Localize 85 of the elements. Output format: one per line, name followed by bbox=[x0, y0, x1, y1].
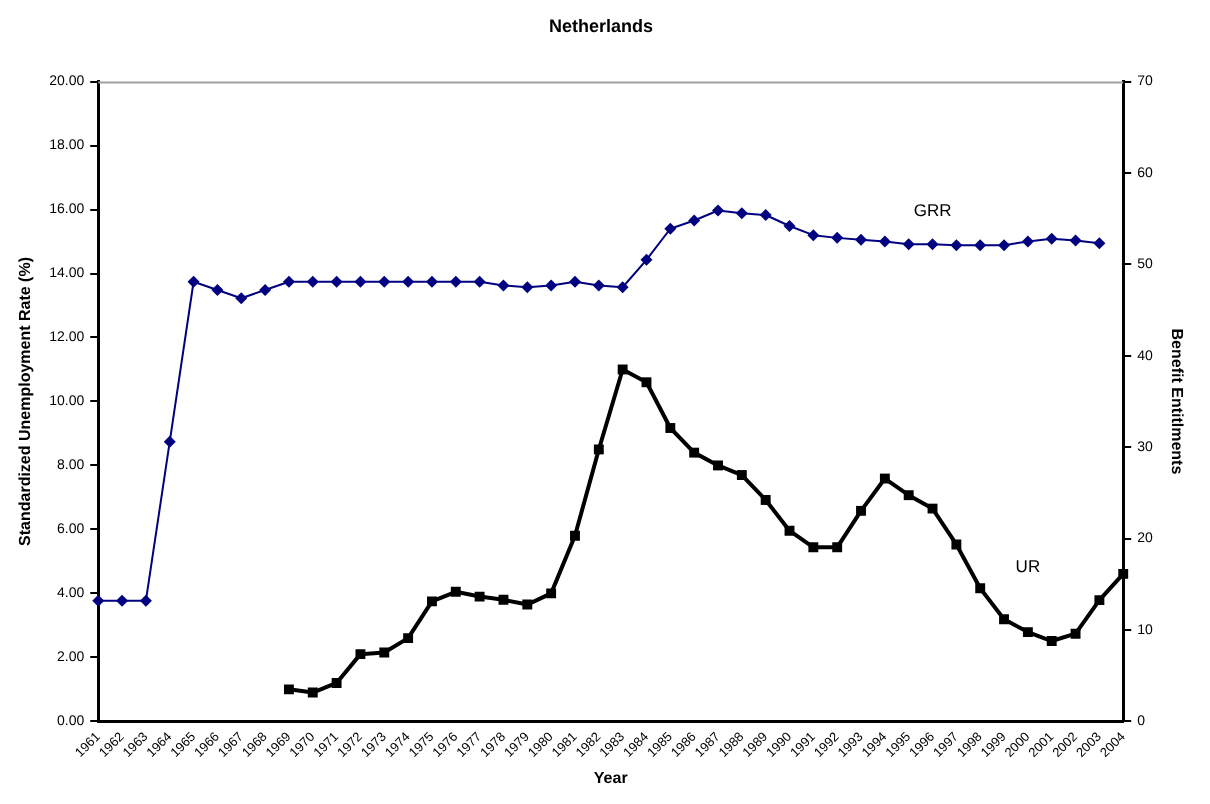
point bbox=[808, 542, 819, 553]
point bbox=[355, 649, 366, 660]
point bbox=[783, 219, 796, 232]
series-label: GRR bbox=[913, 200, 952, 221]
point bbox=[522, 599, 533, 610]
point bbox=[1093, 237, 1106, 250]
point bbox=[498, 594, 509, 605]
point bbox=[449, 275, 462, 288]
y-axis-title: Standardized Unemployment Rate (%) bbox=[16, 256, 35, 546]
point bbox=[1022, 627, 1033, 638]
point bbox=[951, 539, 962, 550]
point bbox=[856, 505, 866, 516]
point bbox=[1118, 568, 1129, 579]
point bbox=[545, 279, 558, 292]
point bbox=[832, 542, 843, 553]
point bbox=[330, 275, 343, 288]
point bbox=[999, 614, 1009, 625]
point bbox=[379, 647, 390, 658]
point bbox=[878, 235, 891, 248]
point bbox=[759, 209, 772, 222]
point bbox=[1045, 232, 1058, 245]
point bbox=[926, 238, 939, 251]
point bbox=[163, 435, 176, 448]
point bbox=[736, 470, 747, 480]
point bbox=[927, 503, 938, 514]
point bbox=[282, 275, 295, 288]
point bbox=[521, 281, 534, 294]
point bbox=[497, 279, 510, 292]
point bbox=[593, 444, 604, 455]
point bbox=[665, 423, 676, 433]
point bbox=[592, 279, 605, 292]
point bbox=[807, 229, 820, 242]
point bbox=[354, 275, 367, 288]
point bbox=[760, 495, 771, 505]
x-axis-title: Year bbox=[593, 768, 628, 787]
point bbox=[1069, 234, 1082, 247]
point bbox=[712, 204, 724, 217]
point bbox=[474, 591, 485, 602]
chart-title: Netherlands bbox=[548, 15, 654, 36]
point bbox=[784, 525, 795, 536]
point bbox=[403, 633, 414, 644]
point bbox=[187, 275, 200, 288]
point bbox=[617, 364, 628, 375]
point bbox=[975, 583, 986, 594]
point bbox=[855, 233, 868, 246]
point bbox=[689, 447, 700, 458]
point bbox=[568, 275, 581, 288]
point bbox=[306, 275, 319, 288]
point bbox=[688, 214, 701, 227]
point bbox=[235, 292, 248, 305]
series-label: UR bbox=[1015, 556, 1041, 577]
point bbox=[259, 283, 272, 296]
point bbox=[570, 530, 580, 541]
point bbox=[713, 460, 723, 471]
point bbox=[139, 594, 152, 607]
point bbox=[640, 253, 653, 266]
point bbox=[950, 239, 963, 252]
point bbox=[664, 222, 677, 235]
point bbox=[998, 239, 1011, 252]
point bbox=[641, 377, 652, 388]
point bbox=[903, 490, 914, 501]
point bbox=[831, 231, 844, 244]
point bbox=[1046, 636, 1057, 646]
point bbox=[974, 239, 987, 252]
point bbox=[116, 594, 129, 607]
point bbox=[92, 594, 105, 607]
point bbox=[735, 207, 748, 220]
point bbox=[331, 677, 342, 688]
point bbox=[902, 238, 915, 251]
point bbox=[1021, 235, 1034, 248]
point bbox=[378, 275, 391, 288]
point bbox=[450, 586, 461, 597]
point bbox=[211, 283, 224, 296]
point bbox=[616, 281, 629, 294]
point bbox=[879, 473, 890, 484]
point bbox=[1094, 595, 1105, 606]
y2-axis-title: Benefit Entitlments bbox=[1167, 328, 1186, 476]
point bbox=[307, 687, 318, 698]
point bbox=[427, 596, 437, 607]
point bbox=[546, 588, 557, 599]
point bbox=[425, 275, 438, 288]
point bbox=[473, 275, 486, 288]
point bbox=[283, 684, 294, 695]
point bbox=[402, 275, 415, 288]
point bbox=[1070, 628, 1081, 639]
